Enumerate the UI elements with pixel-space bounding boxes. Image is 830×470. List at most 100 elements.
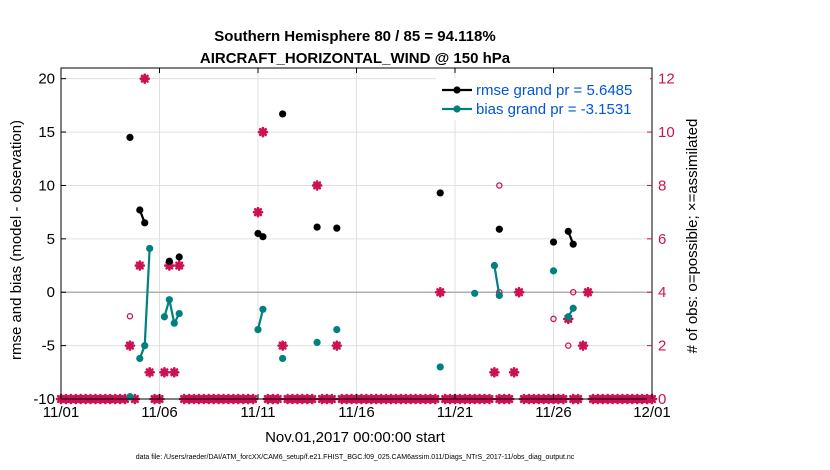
- legend-label-bias: bias grand pr = -3.1531: [476, 101, 632, 118]
- obs-assimilated-mark: [168, 367, 180, 378]
- y-right-tick-label: 8: [658, 177, 666, 194]
- bias-point: [549, 267, 558, 275]
- rmse-point: [313, 223, 321, 231]
- obs-assimilated-stroke: [145, 368, 154, 377]
- bias-point: [175, 309, 183, 318]
- x-tick-label: 11/26: [535, 404, 571, 421]
- obs-assimilated-stroke: [436, 288, 445, 297]
- x-tick-label: 11/21: [437, 404, 473, 421]
- y-tick-label: -5: [42, 338, 55, 355]
- obs-possible-mark: [496, 182, 503, 189]
- bias-point: [165, 296, 173, 304]
- y-axis-right-label: # of obs: o=possible; ×=assimilated: [684, 119, 701, 354]
- bias-point: [564, 313, 572, 321]
- footnote: data file: /Users/raeder/DAI/ATM_forcXX/…: [136, 454, 575, 461]
- obs-assimilated-mark: [513, 286, 525, 298]
- bias-line: [163, 299, 181, 327]
- bias-point: [495, 291, 503, 300]
- rmse-point: [569, 240, 577, 248]
- rmse-point: [259, 233, 267, 241]
- legend: rmse grand pr = 5.6485 bias grand pr = -3…: [436, 78, 650, 120]
- y-tick-label: 0: [47, 284, 55, 301]
- bias-point: [160, 313, 169, 321]
- obs-assimilated-stroke: [578, 341, 588, 350]
- obs-assimilated-mark: [159, 367, 170, 378]
- legend-marker-bias: [453, 105, 461, 113]
- rmse-point: [126, 133, 134, 142]
- obs-assimilated-mark: [277, 340, 288, 351]
- rmse-point: [141, 219, 149, 227]
- obs-assimilated-stroke: [278, 341, 287, 350]
- obs-assimilated-mark: [311, 180, 323, 191]
- obs-possible-mark: [126, 312, 134, 320]
- series-marks: [126, 110, 577, 401]
- obs-assimilated-mark: [257, 126, 269, 138]
- obs-possible-mark: [565, 342, 572, 349]
- y-tick-label: 5: [47, 231, 55, 248]
- y-tick-label: 15: [38, 124, 55, 141]
- bias-line: [493, 265, 501, 296]
- y-right-tick-label: 2: [658, 338, 666, 355]
- x-tick-label: 11/16: [338, 404, 374, 421]
- obs-assimilated-stroke: [583, 288, 593, 297]
- obs-assimilated-stroke: [160, 368, 169, 377]
- x-axis: 11/01 11/06 11/11 11/16 11/21 11/26 12/01: [43, 68, 671, 421]
- series-rmse: [126, 110, 577, 265]
- y-right-tick-label: 10: [658, 124, 675, 141]
- rmse-point: [175, 253, 183, 261]
- obs-assimilated-mark: [489, 367, 500, 378]
- x-tick-label: 11/11: [240, 404, 275, 421]
- bias-point: [254, 325, 262, 334]
- obs-assimilated-mark: [434, 286, 446, 298]
- y-right-tick-label: 6: [658, 231, 666, 248]
- obs-assimilated-stroke: [170, 368, 179, 377]
- x-tick-label: 11/06: [141, 404, 177, 421]
- bias-point: [141, 342, 149, 350]
- obs-assimilated-mark: [508, 367, 520, 378]
- obs-assimilated-stroke: [332, 341, 341, 350]
- bias-point: [436, 363, 444, 371]
- rmse-point: [136, 206, 144, 214]
- y-axis-left: -10 -5 0 5 10 15 20: [33, 71, 66, 408]
- obs-assimilated-mark: [577, 340, 589, 351]
- obs-assimilated-mark: [139, 73, 151, 84]
- obs-assimilated-stroke: [253, 208, 263, 217]
- rmse-point: [333, 224, 341, 232]
- chart-subtitle: AIRCRAFT_HORIZONTAL_WIND @ 150 hPa: [200, 50, 511, 67]
- y-right-tick-label: 4: [658, 284, 666, 301]
- obs-assimilated-mark: [134, 260, 146, 271]
- obs-assimilated-stroke: [312, 181, 322, 190]
- obs-assimilated-stroke: [135, 261, 144, 270]
- obs-assimilated-stroke: [175, 261, 184, 270]
- rmse-point: [495, 225, 503, 233]
- obs-assimilated-mark: [144, 367, 155, 378]
- y-tick-label: 20: [38, 71, 55, 88]
- bias-point: [279, 354, 287, 363]
- chart-title: Southern Hemisphere 80 / 85 = 94.118%: [214, 28, 495, 45]
- legend-marker-rmse: [453, 86, 461, 94]
- obs-possible-mark: [569, 288, 577, 296]
- obs-assimilated-stroke: [125, 341, 135, 350]
- x-tick-label: 12/01: [633, 404, 671, 421]
- series-bias: [126, 244, 577, 401]
- obs-possible-mark: [550, 315, 557, 323]
- bias-point: [170, 319, 178, 327]
- x-axis-label: Nov.01,2017 00:00:00 start: [265, 429, 446, 446]
- y-right-tick-label: 0: [658, 391, 666, 408]
- rmse-point: [549, 238, 558, 246]
- y-right-tick-label: 12: [658, 71, 675, 88]
- y-axis-right: 0 2 4 6 8 10 12: [647, 71, 675, 408]
- legend-box: [436, 78, 650, 120]
- legend-label-rmse: rmse grand pr = 5.6485: [476, 82, 632, 99]
- obs-assimilated-mark: [331, 340, 343, 351]
- rmse-point: [279, 110, 287, 118]
- rmse-point: [436, 189, 444, 197]
- obs-assimilated-stroke: [140, 74, 149, 83]
- chart-titles: Southern Hemisphere 80 / 85 = 94.118% AI…: [200, 28, 511, 67]
- bias-point: [259, 305, 267, 313]
- x-tick-label: 11/01: [43, 404, 79, 421]
- y-axis-label: rmse and bias (model - observation): [8, 120, 25, 360]
- rmse-point: [165, 257, 173, 265]
- y-tick-label: -10: [33, 391, 55, 408]
